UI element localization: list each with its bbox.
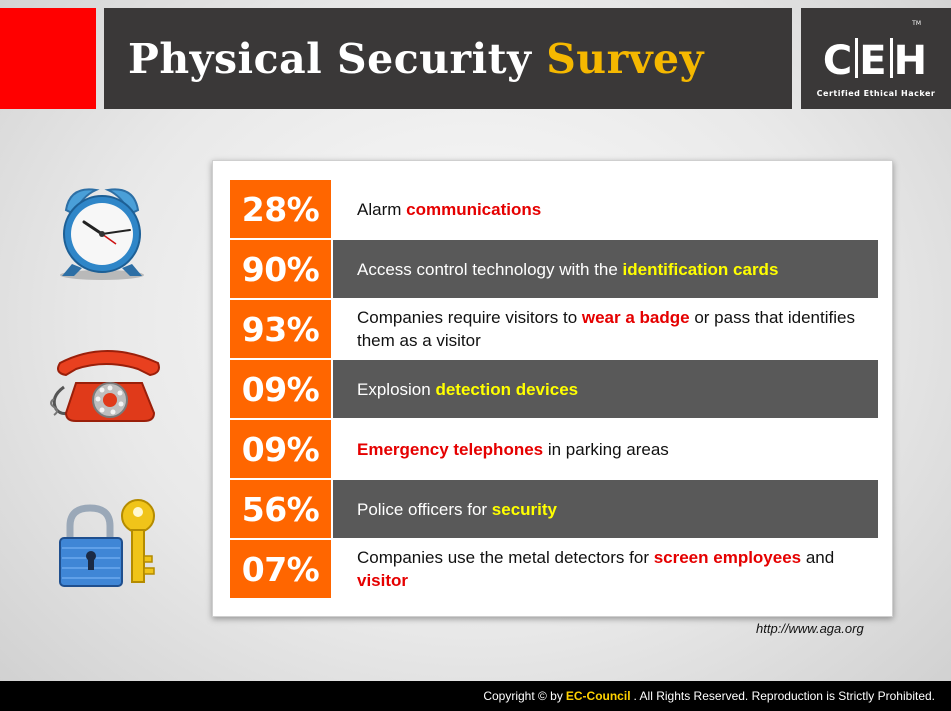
text-part: and [801, 548, 835, 567]
highlight-part: detection devices [435, 379, 579, 399]
row-text: Explosion detection devices [357, 378, 578, 401]
highlight-part: Emergency telephones [357, 439, 544, 459]
logo-letter-c: C [822, 38, 855, 84]
row-text: Access control technology with the ident… [357, 258, 778, 281]
footer-prefix: Copyright © by [483, 689, 563, 703]
logo-letter-h: H [893, 38, 930, 84]
highlight-part: visitor [357, 571, 409, 590]
percent-badge: 90% [230, 240, 331, 298]
alarm-clock-icon [52, 182, 162, 282]
highlight-part: identification cards [622, 259, 779, 279]
row-description: Alarm communications [357, 180, 857, 238]
row-description: Companies use the metal detectors for sc… [357, 540, 857, 598]
footer-suffix: . All Rights Reserved. Reproduction is S… [633, 689, 935, 703]
text-part: Companies require visitors to [357, 308, 582, 327]
footer-bar: Copyright © by EC-Council . All Rights R… [0, 681, 951, 711]
logo-subtitle: Certified Ethical Hacker [816, 89, 936, 98]
survey-row: 07% Companies use the metal detectors fo… [230, 540, 878, 598]
footer-brand: EC-Council [565, 689, 631, 703]
row-description: Access control technology with the ident… [357, 240, 857, 298]
logo-separator [889, 38, 893, 78]
row-description: Explosion detection devices [357, 360, 857, 418]
percent-badge: 07% [230, 540, 331, 598]
highlight-part: security [491, 499, 557, 519]
percent-badge: 28% [230, 180, 331, 238]
text-part: Police officers for [357, 499, 492, 519]
survey-row: 56% Police officers for security [230, 480, 878, 538]
row-band [333, 240, 878, 298]
text-part: in parking areas [543, 439, 669, 459]
logo-letter-e: E [859, 38, 889, 84]
title-bar: Physical Security Survey [104, 8, 792, 109]
survey-card: 28% Alarm communications 90% Access cont… [212, 160, 893, 617]
row-text: Alarm communications [357, 198, 541, 221]
highlight-part: communications [406, 199, 542, 219]
percent-badge: 09% [230, 360, 331, 418]
highlight-part: wear a badge [581, 308, 690, 327]
row-description: Emergency telephones in parking areas [357, 420, 857, 478]
row-text: Companies require visitors to wear a bad… [357, 306, 857, 352]
source-link[interactable]: http://www.aga.org [756, 621, 864, 636]
survey-row: 28% Alarm communications [230, 180, 878, 238]
survey-row: 93% Companies require visitors to wear a… [230, 300, 878, 358]
logo-tm: TM [912, 20, 921, 27]
logo-separator [855, 38, 859, 78]
percent-badge: 93% [230, 300, 331, 358]
percent-badge: 56% [230, 480, 331, 538]
title-main: Physical Security [128, 34, 547, 83]
percent-badge: 09% [230, 420, 331, 478]
row-description: Companies require visitors to wear a bad… [357, 300, 857, 358]
survey-row: 09% Emergency telephones in parking area… [230, 420, 878, 478]
text-part: Alarm [357, 199, 407, 219]
text-part: Access control technology with the [357, 259, 623, 279]
highlight-part: screen employees [653, 548, 802, 567]
row-text: Emergency telephones in parking areas [357, 438, 669, 461]
row-description: Police officers for security [357, 480, 857, 538]
row-text: Police officers for security [357, 498, 557, 521]
text-part: Explosion [357, 379, 436, 399]
telephone-icon [46, 343, 171, 425]
row-band [333, 360, 878, 418]
survey-row: 90% Access control technology with the i… [230, 240, 878, 298]
row-band [333, 480, 878, 538]
title-accent: Survey [546, 34, 704, 83]
page-title: Physical Security Survey [128, 35, 704, 83]
text-part: Companies use the metal detectors for [357, 548, 654, 567]
text-part: or pass that identifies them as a visito… [357, 308, 855, 350]
survey-row: 09% Explosion detection devices [230, 360, 878, 418]
padlock-key-icon [56, 498, 158, 590]
red-accent-block [0, 8, 96, 109]
row-text: Companies use the metal detectors for sc… [357, 546, 857, 592]
